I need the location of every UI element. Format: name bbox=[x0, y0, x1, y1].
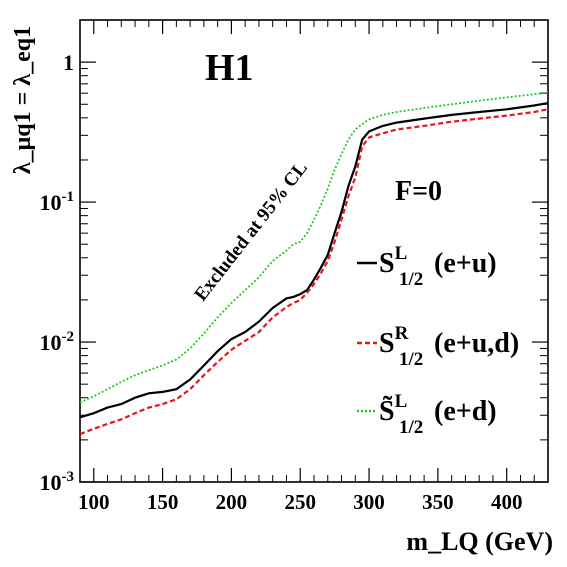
chart-title: H1 bbox=[205, 47, 254, 89]
y-tick-labels: 10-3 10-2 10-1 1 bbox=[40, 50, 75, 495]
legend-header: F=0 bbox=[395, 176, 442, 207]
x-tick-label: 400 bbox=[491, 490, 523, 514]
series-line bbox=[79, 91, 549, 404]
y-tick-label: 10-3 bbox=[40, 469, 75, 495]
series-line bbox=[79, 102, 549, 419]
x-tick-labels: 100 150 200 250 300 350 400 bbox=[78, 490, 522, 514]
axis-ticks bbox=[79, 19, 549, 483]
legend-entry-label: SL 1/2 (e+u) bbox=[379, 243, 497, 290]
legend-entry-label: SR 1/2 (e+u,d) bbox=[379, 323, 519, 370]
series-lines bbox=[79, 91, 549, 436]
x-tick-label: 350 bbox=[422, 490, 454, 514]
x-tick-label: 150 bbox=[147, 490, 179, 514]
y-tick-label: 10-2 bbox=[40, 329, 75, 355]
x-tick-label: 100 bbox=[78, 490, 110, 514]
y-axis-label: λ_μq1 = λ_eq1 bbox=[10, 26, 36, 174]
legend-entry-label: S̃L 1/2 (e+d) bbox=[379, 391, 497, 438]
x-tick-label: 250 bbox=[284, 490, 316, 514]
series-line bbox=[79, 108, 549, 436]
y-tick-label: 1 bbox=[63, 50, 74, 75]
x-axis-label: m_LQ (GeV) bbox=[406, 527, 553, 556]
x-tick-label: 300 bbox=[353, 490, 385, 514]
x-tick-label: 200 bbox=[216, 490, 248, 514]
y-tick-label: 10-1 bbox=[40, 189, 75, 215]
legend: SL 1/2 (e+u) SR 1/2 (e+u,d) S̃L 1/2 (e+d) bbox=[357, 243, 519, 438]
